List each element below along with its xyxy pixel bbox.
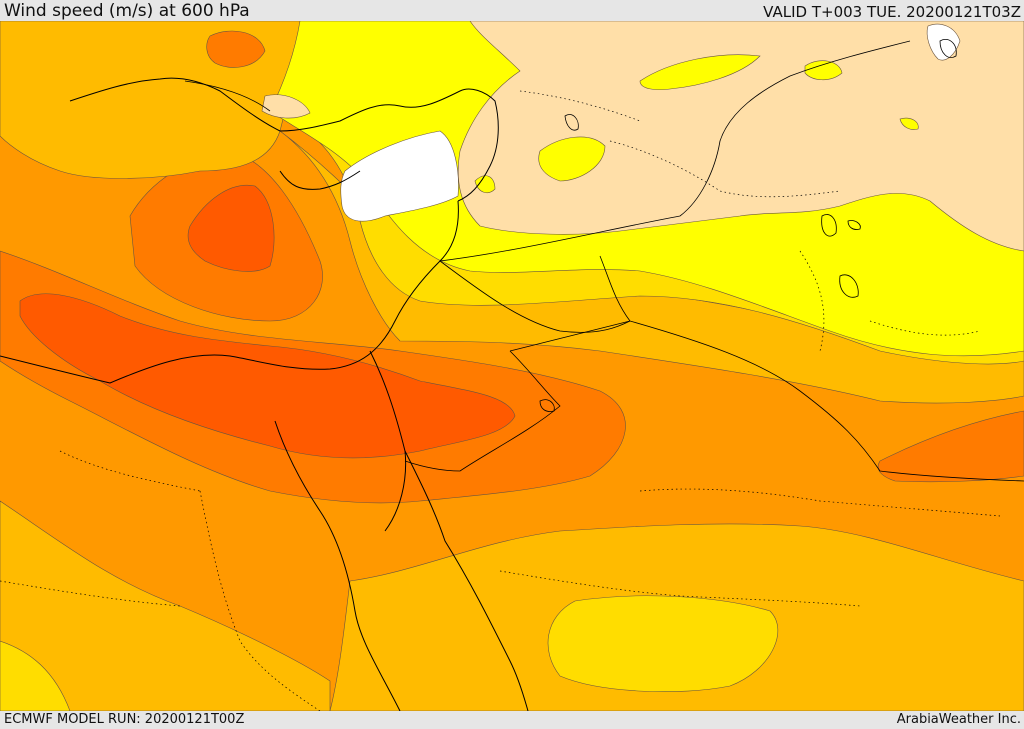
wind-patch-yellow-4 (899, 117, 919, 130)
water-bodies (539, 39, 957, 412)
wind-band-south-amber (0, 500, 331, 711)
wind-patch-yellow-5 (474, 175, 496, 194)
coastlines (0, 77, 529, 711)
wind-band-tan-nw (261, 94, 311, 119)
footer-bar: ECMWF MODEL RUN: 20200121T00Z ArabiaWeat… (0, 711, 1024, 729)
wind-band-sw-gold (0, 640, 71, 711)
wind-core-north (187, 184, 275, 272)
wind-core-central (19, 293, 516, 459)
province-borders (0, 90, 1001, 711)
wind-core-east (877, 410, 1024, 483)
model-run-label: ECMWF MODEL RUN: 20200121T00Z (4, 712, 245, 727)
wind-patch-yellow-1 (538, 136, 606, 182)
header-bar: Wind speed (m/s) at 600 hPa VALID T+003 … (0, 0, 1024, 21)
credit-label: ArabiaWeather Inc. (896, 712, 1021, 727)
political-borders (184, 40, 1024, 482)
map-title: Wind speed (m/s) at 600 hPa (4, 1, 250, 21)
wind-speed-map[interactable] (0, 21, 1024, 711)
wind-patch-yellow-3 (804, 60, 843, 81)
wind-patch-yellow-2 (639, 54, 761, 91)
wind-band-tan (457, 21, 1024, 252)
wind-band-se-gold (547, 595, 779, 692)
wind-band-white (340, 130, 459, 222)
wind-band-nw-dark (206, 30, 266, 68)
valid-time: VALID T+003 TUE. 20200121T03Z (763, 3, 1021, 21)
